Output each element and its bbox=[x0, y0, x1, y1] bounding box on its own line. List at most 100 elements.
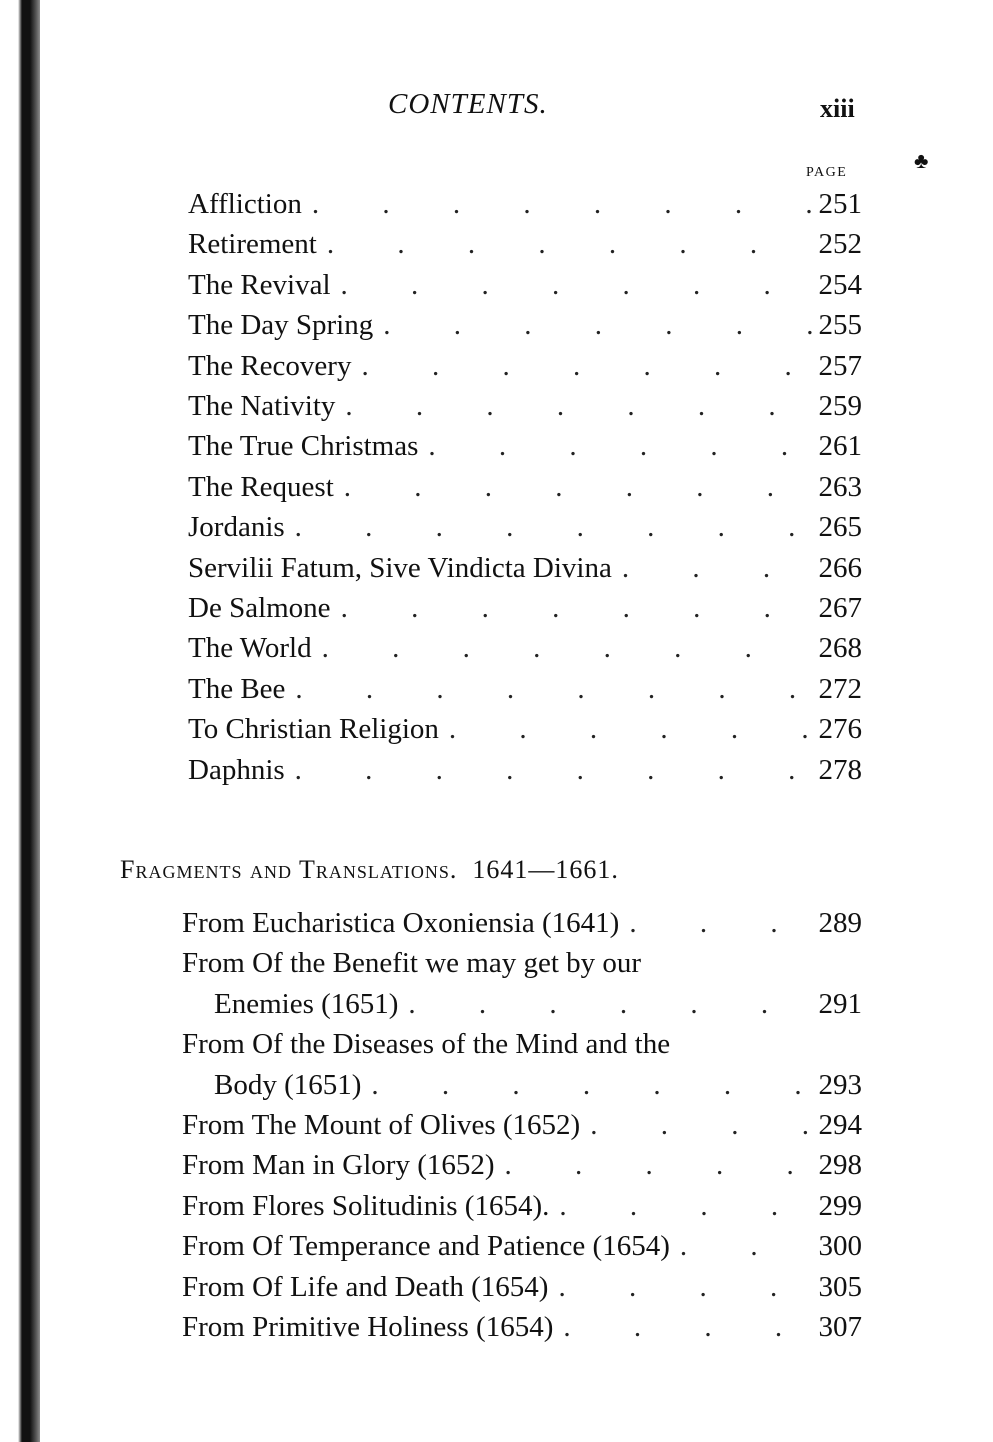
entry-title: The World bbox=[188, 632, 312, 665]
entry-page: 272 bbox=[818, 672, 863, 705]
toc-entry[interactable]: Retirement . . . . . . . . . . . . . . . … bbox=[188, 228, 862, 262]
toc-entry[interactable]: Body (1651) . . . . . . . . . . . . . . .… bbox=[214, 1069, 862, 1103]
toc-entry[interactable]: Servilii Fatum, Sive Vindicta Divina . . … bbox=[188, 552, 862, 586]
dot-leader: . . . . . . . . . . . . . . . . . . . . bbox=[345, 390, 812, 422]
entry-title: De Salmone bbox=[188, 592, 331, 624]
entry-page: 261 bbox=[818, 430, 863, 463]
entry-title: From Of the Benefit we may get by our bbox=[182, 947, 642, 980]
toc-entry[interactable]: The Day Spring . . . . . . . . . . . . . … bbox=[188, 309, 862, 343]
dot-leader: . . . . . . . . . . . . . . . . . . . . bbox=[679, 1230, 812, 1263]
toc-entry[interactable]: From Of the Benefit we may get by our bbox=[182, 947, 862, 981]
dot-leader: . . . . . . . . . . . . . . . . . . . . bbox=[340, 592, 812, 624]
entry-title: Affliction bbox=[188, 188, 302, 220]
dot-leader: . . . . . . . . . . . . . . . . . . . . bbox=[321, 632, 812, 665]
toc-entry[interactable]: From The Mount of Olives (1652) . . . . .… bbox=[182, 1109, 862, 1143]
entry-title: From Eucharistica Oxoniensia (1641) bbox=[182, 907, 620, 939]
entry-title: Body (1651) bbox=[214, 1068, 362, 1101]
entry-page: 278 bbox=[818, 753, 863, 786]
entry-page: 289 bbox=[818, 907, 863, 939]
entry-title: Servilii Fatum, Sive Vindicta Divina bbox=[188, 551, 612, 584]
toc-entry[interactable]: Jordanis . . . . . . . . . . . . . . . . … bbox=[188, 511, 862, 545]
toc-entry[interactable]: From Of Temperance and Patience (1654) . … bbox=[182, 1230, 862, 1264]
entry-page: 298 bbox=[818, 1149, 863, 1182]
dot-leader: . . . . . . . . . . . . . . . . . . . . bbox=[504, 1149, 812, 1182]
entry-page: 294 bbox=[818, 1109, 863, 1141]
toc-entry[interactable]: Affliction . . . . . . . . . . . . . . . … bbox=[188, 188, 862, 222]
dot-leader: . . . . . . . . . . . . . . . . . . . . bbox=[558, 1270, 812, 1303]
entry-page: 268 bbox=[818, 632, 863, 665]
scan-binding-edge bbox=[0, 0, 40, 1442]
dot-leader: . . . . . . . . . . . . . . . . . . . . bbox=[294, 753, 812, 786]
toc-entry[interactable]: De Salmone . . . . . . . . . . . . . . . … bbox=[188, 592, 862, 626]
page-column-label: PAGE bbox=[806, 165, 848, 180]
entry-page: 300 bbox=[818, 1230, 863, 1263]
entry-title: From Man in Glory (1652) bbox=[182, 1149, 495, 1182]
entry-page: 276 bbox=[818, 713, 863, 746]
entry-title: Daphnis bbox=[188, 753, 285, 786]
entry-title: From Flores Solitudinis (1654). bbox=[182, 1189, 550, 1222]
dot-leader: . . . . . . . . . . . . . . . . . . . . bbox=[559, 1189, 812, 1222]
dot-leader: . . . . . . . . . . . . . . . . . . . . bbox=[340, 268, 812, 301]
entry-page: 267 bbox=[818, 592, 863, 624]
dot-leader: . . . . . . . . . . . . . . . . . . . . bbox=[408, 987, 812, 1020]
entry-page: 254 bbox=[818, 268, 863, 301]
entry-title: The Day Spring bbox=[188, 309, 374, 342]
page-title: CONTENTS. bbox=[388, 88, 548, 120]
dot-leader: . . . . . . . . . . . . . . . . . . . . bbox=[295, 672, 812, 705]
toc-entry[interactable]: Enemies (1651) . . . . . . . . . . . . . … bbox=[214, 988, 862, 1022]
toc-entry[interactable]: The True Christmas . . . . . . . . . . . … bbox=[188, 430, 862, 464]
entry-title: From Of Life and Death (1654) bbox=[182, 1270, 549, 1303]
toc-entry[interactable]: The Bee . . . . . . . . . . . . . . . . .… bbox=[188, 673, 862, 707]
toc-entry[interactable]: The World . . . . . . . . . . . . . . . .… bbox=[188, 632, 862, 666]
ink-mark-icon: ♣ bbox=[914, 148, 929, 173]
toc-entry[interactable]: The Recovery . . . . . . . . . . . . . . … bbox=[188, 350, 862, 384]
entry-title: The Bee bbox=[188, 672, 286, 705]
entry-title: The Request bbox=[188, 470, 334, 503]
dot-leader: . . . . . . . . . . . . . . . . . . . . bbox=[448, 713, 812, 746]
section-heading: Fragments and Translations. 1641—1661. bbox=[120, 855, 619, 885]
section-title: Fragments and Translations. bbox=[120, 855, 458, 884]
dot-leader: . . . . . . . . . . . . . . . . . . . . bbox=[311, 188, 812, 220]
dot-leader: . . . . . . . . . . . . . . . . . . . . bbox=[590, 1109, 812, 1141]
dot-leader: . . . . . . . . . . . . . . . . . . . . bbox=[563, 1311, 812, 1343]
entry-title: From Of the Diseases of the Mind and the bbox=[182, 1028, 671, 1061]
entry-page: 251 bbox=[818, 188, 863, 220]
entry-page: 255 bbox=[818, 309, 863, 342]
toc-entry[interactable]: From Flores Solitudinis (1654). . . . . .… bbox=[182, 1190, 862, 1224]
dot-leader: . . . . . . . . . . . . . . . . . . . . bbox=[621, 551, 812, 584]
dot-leader: . . . . . . . . . . . . . . . . . . . . bbox=[343, 470, 812, 503]
section-years: 1641—1661. bbox=[472, 855, 619, 884]
entry-title: To Christian Religion bbox=[188, 713, 439, 746]
toc-entry[interactable]: Daphnis . . . . . . . . . . . . . . . . .… bbox=[188, 754, 862, 788]
entry-page: 265 bbox=[818, 511, 863, 544]
entry-title: From Of Temperance and Patience (1654) bbox=[182, 1230, 670, 1263]
toc-entry[interactable]: From Primitive Holiness (1654) . . . . . … bbox=[182, 1311, 862, 1345]
dot-leader: . . . . . . . . . . . . . . . . . . . . bbox=[371, 1068, 812, 1101]
entry-page: 259 bbox=[818, 390, 863, 422]
dot-leader: . . . . . . . . . . . . . . . . . . . . bbox=[294, 511, 812, 544]
entry-page: 266 bbox=[818, 551, 863, 584]
entry-title: The Revival bbox=[188, 268, 331, 301]
toc-entry[interactable]: From Man in Glory (1652) . . . . . . . . … bbox=[182, 1149, 862, 1183]
toc-entry[interactable]: From Eucharistica Oxoniensia (1641) . . .… bbox=[182, 907, 862, 941]
entry-title: Enemies (1651) bbox=[214, 987, 399, 1020]
entry-page: 291 bbox=[818, 987, 863, 1020]
dot-leader: . . . . . . . . . . . . . . . . . . . . bbox=[361, 349, 812, 382]
entry-page: 293 bbox=[818, 1068, 863, 1101]
toc-entry[interactable]: The Request . . . . . . . . . . . . . . .… bbox=[188, 471, 862, 505]
entry-title: The True Christmas bbox=[188, 430, 419, 463]
toc-entry[interactable]: From Of the Diseases of the Mind and the bbox=[182, 1028, 862, 1062]
toc-entry[interactable]: To Christian Religion . . . . . . . . . .… bbox=[188, 713, 862, 747]
entry-title: Retirement bbox=[188, 228, 317, 261]
entry-title: Jordanis bbox=[188, 511, 285, 544]
entry-title: The Nativity bbox=[188, 390, 336, 422]
dot-leader: . . . . . . . . . . . . . . . . . . . . bbox=[629, 907, 812, 939]
toc-entry[interactable]: The Nativity . . . . . . . . . . . . . . … bbox=[188, 390, 862, 424]
toc-entry[interactable]: From Of Life and Death (1654) . . . . . .… bbox=[182, 1271, 862, 1305]
page-number: xiii bbox=[820, 94, 855, 123]
entry-page: 299 bbox=[818, 1189, 863, 1222]
toc-entry[interactable]: The Revival . . . . . . . . . . . . . . .… bbox=[188, 269, 862, 303]
entry-title: From The Mount of Olives (1652) bbox=[182, 1109, 581, 1141]
entry-page: 252 bbox=[818, 228, 863, 261]
entry-page: 307 bbox=[818, 1311, 863, 1343]
